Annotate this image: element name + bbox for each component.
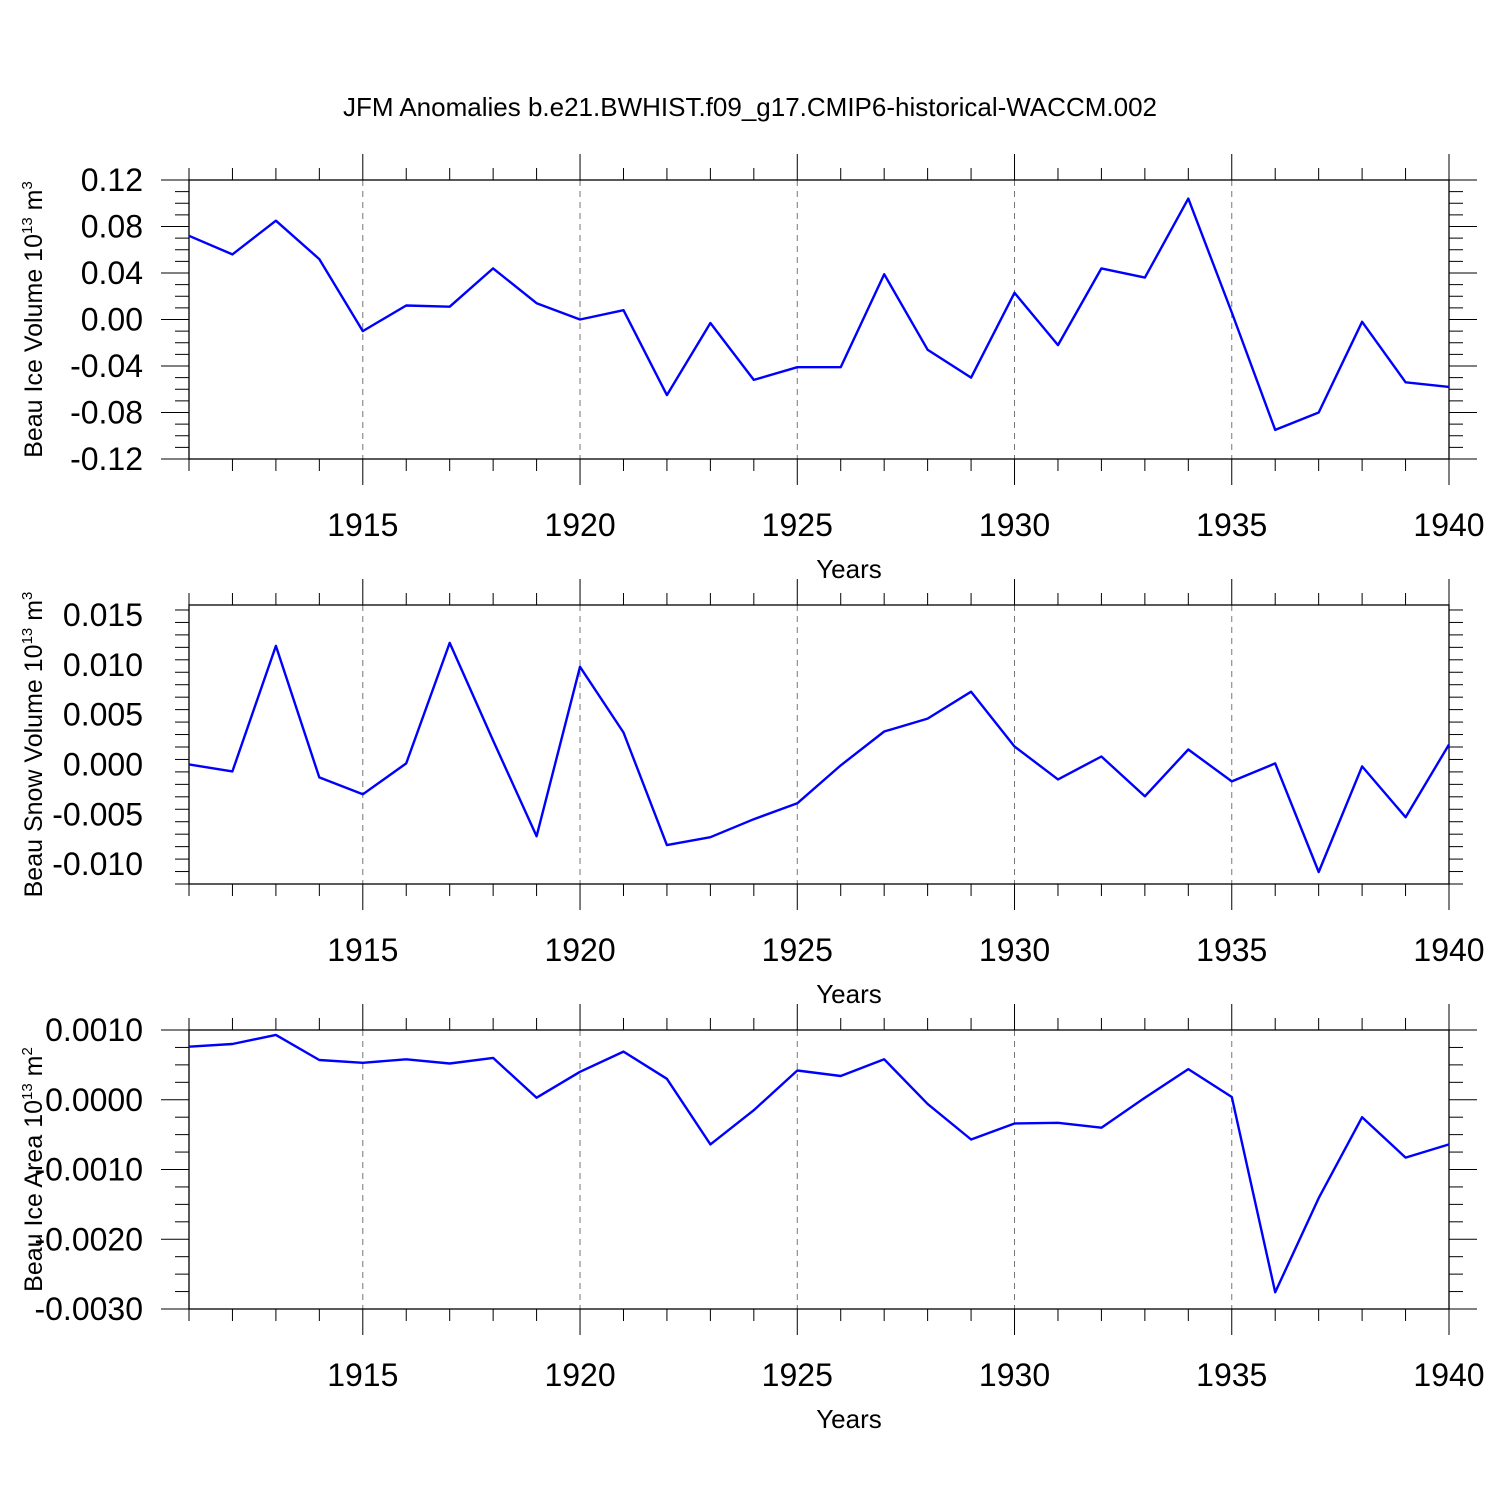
panels: 0.12 0.08 0.04 0.00 -0.04 -0.08 -0.12 1915 1920 1…: [19, 154, 1485, 1434]
series-line: [188, 641, 1451, 874]
y-tick-label: -0.0010: [34, 1152, 143, 1188]
y-tick-label: -0.04: [70, 348, 143, 384]
x-tick-label: 1930: [979, 507, 1050, 543]
y-axis-label: Beau Snow Volume 1013 m3: [19, 592, 48, 898]
x-tick-label: 1940: [1413, 507, 1484, 543]
x-tick-label: 1915: [327, 1357, 398, 1393]
y-tick-label: -0.0030: [34, 1291, 143, 1327]
y-tick-label: 0.000: [63, 746, 143, 782]
series-line: [188, 197, 1450, 432]
panel-3: 0.0010 0.0000 -0.0010 -0.0020 -0.0030 1915 192…: [19, 1004, 1485, 1434]
x-tick-label: 1920: [544, 507, 615, 543]
x-tick-label: 1935: [1196, 1357, 1267, 1393]
x-axis-label: Years: [816, 1404, 882, 1434]
x-axis-label: Years: [816, 554, 882, 584]
y-tick-label: -0.005: [52, 796, 143, 832]
x-tick-label: 1930: [979, 932, 1050, 968]
x-tick-label: 1935: [1196, 507, 1267, 543]
y-tick-label: 0.08: [81, 209, 143, 245]
series-line: [188, 1033, 1450, 1294]
plot-frame: [188, 179, 1450, 460]
y-tick-label: -0.010: [52, 846, 143, 882]
x-tick-label: 1940: [1413, 1357, 1484, 1393]
y-tick-label: -0.08: [70, 395, 143, 431]
y-axis-label: Beau Ice Volume 1013 m3: [19, 181, 48, 458]
x-tick-label: 1925: [762, 507, 833, 543]
panel-1: 0.12 0.08 0.04 0.00 -0.04 -0.08 -0.12 1915 1920 1…: [19, 154, 1485, 584]
plot-frame: [188, 604, 1450, 885]
x-tick-label: 1935: [1196, 932, 1267, 968]
y-tick-label: 0.00: [81, 302, 143, 338]
x-tick-label: 1915: [327, 932, 398, 968]
x-axis-label: Years: [816, 979, 882, 1009]
y-tick-label: -0.0020: [34, 1221, 143, 1257]
x-tick-label: 1920: [544, 932, 615, 968]
y-tick-label: 0.0000: [45, 1082, 143, 1118]
x-tick-label: 1925: [762, 1357, 833, 1393]
x-tick-label: 1930: [979, 1357, 1050, 1393]
y-tick-label: 0.005: [63, 697, 143, 733]
x-tick-label: 1925: [762, 932, 833, 968]
y-tick-label: -0.12: [70, 441, 143, 477]
figure-title: JFM Anomalies b.e21.BWHIST.f09_g17.CMIP6…: [343, 92, 1157, 122]
y-tick-label: 0.04: [81, 255, 143, 291]
y-axis-label: Beau Ice Area 1013 m2: [19, 1047, 48, 1292]
plot-frame: [188, 1029, 1450, 1310]
panel-2: 0.015 0.010 0.005 0.000 -0.005 -0.010 1915 1920…: [19, 579, 1485, 1009]
x-tick-label: 1920: [544, 1357, 615, 1393]
x-tick-label: 1940: [1413, 932, 1484, 968]
y-tick-label: 0.12: [81, 162, 143, 198]
y-tick-label: 0.015: [63, 597, 143, 633]
y-tick-label: 0.0010: [45, 1012, 143, 1048]
x-tick-label: 1915: [327, 507, 398, 543]
y-tick-label: 0.010: [63, 647, 143, 683]
